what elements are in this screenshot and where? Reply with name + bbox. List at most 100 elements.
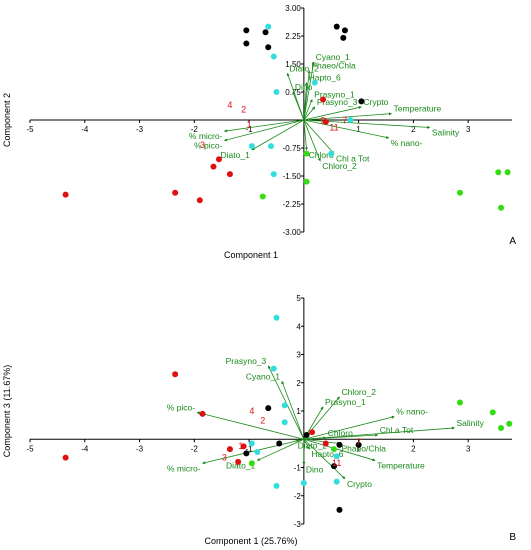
loading-vector: [223, 119, 304, 142]
panel-letter: B: [509, 532, 516, 543]
data-point: [333, 453, 340, 460]
data-point: [281, 419, 288, 426]
data-point: [196, 197, 203, 204]
sample-label: 11: [329, 122, 338, 132]
y-axis-label: Component 2: [2, 93, 12, 147]
y-tick-label: -2.25: [283, 200, 302, 209]
x-tick-label: -4: [81, 444, 89, 453]
y-tick-label: 5: [296, 294, 301, 303]
x-tick-label: 3: [466, 444, 471, 453]
loading-vector: [202, 438, 304, 465]
data-point: [270, 53, 277, 60]
vector-label: Diato_2: [289, 63, 319, 73]
y-tick-label: -1.50: [283, 172, 302, 181]
y-tick-label: 1.50: [285, 60, 301, 69]
x-tick-label: 2: [411, 444, 416, 453]
sample-label: 11: [332, 458, 341, 468]
loading-vector: [281, 380, 305, 440]
data-point: [322, 118, 329, 125]
loading-vector: [303, 119, 335, 154]
vector-label: Dino: [306, 465, 324, 475]
vector-label: Salinity: [432, 127, 460, 137]
data-point: [172, 189, 179, 196]
loading-vector: [303, 119, 321, 162]
vector-label: Chloro: [328, 428, 353, 438]
data-point: [62, 454, 69, 461]
data-point: [254, 448, 261, 455]
loading-vector: [303, 438, 340, 445]
loading-vector: [303, 61, 315, 121]
y-tick-label: 3: [296, 351, 301, 360]
vector-label: Chloro_2: [341, 387, 376, 397]
loading-vector: [303, 438, 346, 480]
loading-vector: [303, 112, 393, 121]
loading-vector: [292, 91, 305, 121]
sample-label: 1: [238, 441, 243, 451]
loading-vector: [196, 411, 304, 440]
data-point: [248, 460, 255, 467]
x-tick-label: 2: [411, 125, 416, 134]
vector-label: Cyano_1: [316, 52, 350, 62]
data-point: [330, 446, 337, 453]
x-tick-label: 3: [466, 125, 471, 134]
data-point: [303, 178, 310, 185]
data-point: [320, 96, 327, 103]
vector-label: % pico-: [167, 402, 196, 412]
loading-vector: [303, 439, 310, 450]
vector-label: Diato_1: [226, 460, 256, 470]
loading-vector: [303, 105, 362, 121]
vector-label: Prasyno_3: [317, 97, 358, 107]
x-tick-label: 1: [356, 444, 361, 453]
data-point: [243, 40, 250, 47]
vector-label: Cyano_1: [246, 371, 280, 381]
vector-label: Chl a Tot: [336, 154, 370, 164]
data-point: [259, 193, 266, 200]
data-point: [347, 117, 354, 123]
loading-vector: [303, 106, 316, 121]
vector-label: Diato_1: [221, 150, 251, 160]
x-tick-label: -3: [136, 444, 144, 453]
vector-label: % nano-: [391, 138, 423, 148]
sample-label: 9: [321, 116, 326, 126]
data-point: [270, 365, 277, 372]
y-tick-label: -3.00: [283, 228, 302, 237]
y-tick-label: -0.75: [283, 144, 302, 153]
data-point: [273, 482, 280, 489]
x-tick-label: -3: [136, 125, 144, 134]
y-tick-label: 4: [296, 322, 301, 331]
data-point: [215, 156, 222, 163]
loading-vector: [303, 436, 327, 440]
sample-label: 3: [200, 140, 205, 150]
data-point: [333, 478, 340, 485]
data-point: [248, 143, 255, 150]
data-point: [270, 171, 277, 178]
vector-label: Crypto: [347, 479, 372, 489]
vector-label: Salinity: [456, 418, 484, 428]
data-point: [62, 191, 69, 198]
data-point: [265, 23, 272, 30]
x-tick-label: -5: [26, 125, 34, 134]
data-point: [243, 27, 250, 34]
vector-label: Hapto_6: [309, 73, 341, 83]
data-point: [328, 150, 335, 157]
data-point: [273, 89, 280, 95]
sample-label: 4: [249, 406, 254, 416]
data-point: [506, 420, 513, 427]
vector-label: Chl a Tot: [380, 425, 414, 435]
y-tick-label: 2: [296, 379, 301, 388]
data-point: [498, 424, 505, 431]
data-point: [333, 23, 340, 30]
sample-label: 1: [247, 119, 252, 129]
data-point: [303, 150, 310, 157]
vector-label: Prasyno_3: [226, 356, 267, 366]
sample-label: 4: [227, 100, 232, 110]
sample-label: 2: [241, 105, 246, 115]
sample-label: 7: [342, 116, 347, 126]
y-tick-label: 1: [296, 407, 301, 416]
data-point: [243, 450, 250, 457]
data-point: [456, 189, 463, 196]
data-point: [322, 440, 329, 447]
